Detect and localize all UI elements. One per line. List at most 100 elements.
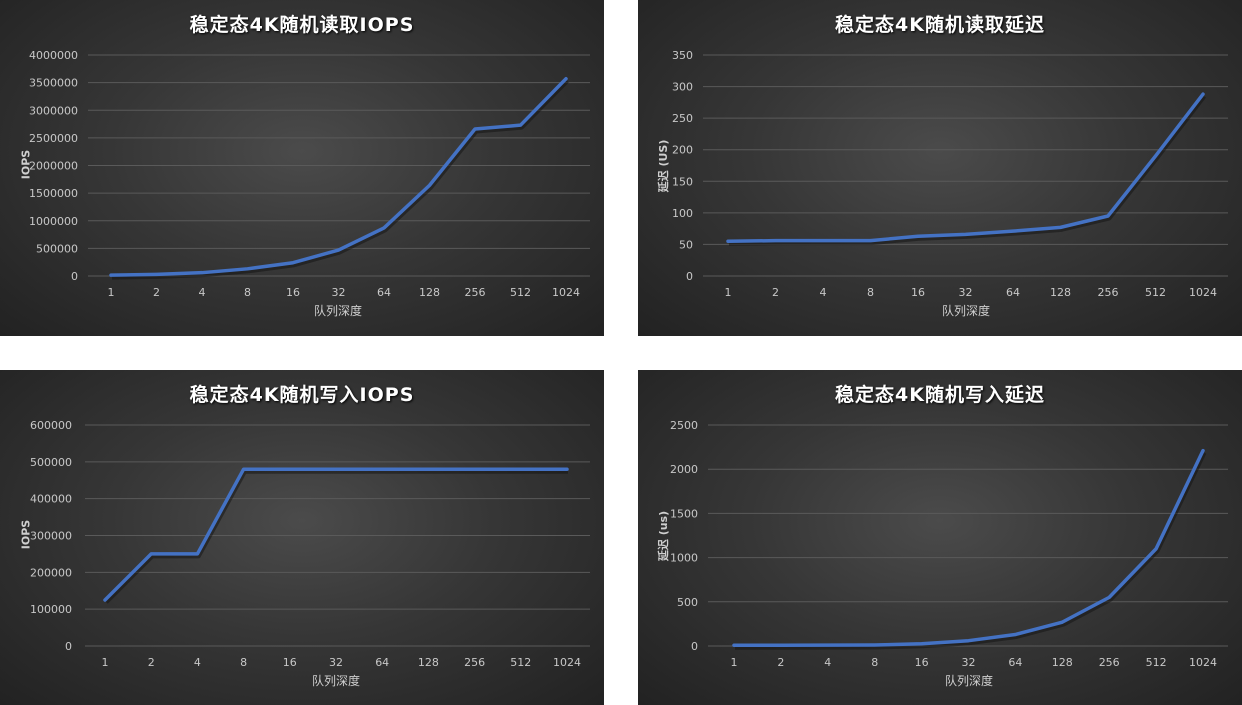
y-tick-label: 300 <box>672 81 693 94</box>
x-tick-label: 4 <box>820 286 827 299</box>
chart-svg: 0 100000 200000 300000 400000 500000 600000 1 2 4… <box>30 419 590 669</box>
y-tick-label: 400000 <box>30 493 72 506</box>
y-tick-label: 1500 <box>670 507 698 520</box>
y-tick-label: 250 <box>672 112 693 125</box>
series-line <box>732 448 1205 648</box>
chart-read-latency: 0 50 100 150 200 250 300 350 1 2 4 8 16 32 64 128 256 512… <box>638 0 1242 336</box>
x-tick-label: 8 <box>871 656 878 669</box>
y-tick-label: 0 <box>686 270 693 283</box>
y-tick-label: 150 <box>672 175 693 188</box>
x-tick-label: 1024 <box>553 656 581 669</box>
y-tick-label: 1500000 <box>29 187 78 200</box>
x-axis-label: 队列深度 <box>313 304 362 318</box>
y-tick-label: 3000000 <box>29 104 78 117</box>
x-tick-label: 1 <box>108 286 115 299</box>
x-tick-label: 128 <box>418 656 439 669</box>
y-tick-label: 2000 <box>670 463 698 476</box>
x-tick-label: 64 <box>377 286 391 299</box>
chart-title: 稳定态4K随机读取IOPS <box>189 14 415 36</box>
x-tick-label: 1 <box>725 286 732 299</box>
x-tick-label: 1 <box>731 656 738 669</box>
y-axis-label: IOPS <box>19 149 33 180</box>
x-tick-label: 512 <box>510 656 531 669</box>
chart-title: 稳定态4K随机写入延迟 <box>835 384 1045 406</box>
x-axis-label: 队列深度 <box>311 674 360 688</box>
x-tick-label: 1024 <box>1189 656 1217 669</box>
series-line-shadow <box>111 79 569 280</box>
y-tick-label: 1000000 <box>29 215 78 228</box>
chart-svg: 0 50 100 150 200 250 300 350 1 2 4 8 16 32 64 128 256 512… <box>672 49 1228 299</box>
series-line-shadow <box>735 451 1207 650</box>
y-tick-label: 200 <box>672 144 693 157</box>
x-tick-label: 32 <box>962 656 976 669</box>
series-line-shadow <box>104 468 568 604</box>
x-tick-label: 16 <box>911 286 925 299</box>
chart-write-latency: 0 500 1000 1500 2000 2500 1 2 4 8 16 32 64 128 256 512 1… <box>638 370 1242 705</box>
chart-read-iops: 0 500000 1000000 1500000 2000000 2500000 30000… <box>0 0 604 336</box>
series-line-shadow <box>728 94 1206 246</box>
y-tick-label: 0 <box>71 270 78 283</box>
y-tick-label: 200000 <box>30 566 72 579</box>
x-tick-label: 1024 <box>552 286 580 299</box>
y-tick-label: 1000 <box>670 552 698 565</box>
x-tick-label: 16 <box>915 656 929 669</box>
chart-title: 稳定态4K随机读取延迟 <box>835 14 1045 36</box>
y-tick-label: 600000 <box>30 419 72 432</box>
y-tick-label: 4000000 <box>29 49 78 62</box>
x-tick-label: 32 <box>332 286 346 299</box>
y-tick-label: 500000 <box>30 456 72 469</box>
x-tick-label: 64 <box>1006 286 1020 299</box>
y-tick-label: 2500000 <box>29 132 78 145</box>
x-axis-label: 队列深度 <box>941 304 990 318</box>
x-tick-label: 256 <box>1099 656 1120 669</box>
y-tick-label: 2000000 <box>29 160 78 173</box>
y-tick-label: 300000 <box>30 530 72 543</box>
x-tick-label: 4 <box>824 656 831 669</box>
x-tick-label: 4 <box>199 286 206 299</box>
x-tick-label: 16 <box>286 286 300 299</box>
x-tick-label: 256 <box>1098 286 1119 299</box>
x-tick-label: 2 <box>153 286 160 299</box>
y-tick-label: 2500 <box>670 419 698 432</box>
y-tick-label: 500000 <box>36 242 78 255</box>
x-tick-label: 2 <box>772 286 779 299</box>
series-line <box>109 77 568 277</box>
x-tick-label: 32 <box>959 286 973 299</box>
x-tick-label: 128 <box>419 286 440 299</box>
y-tick-label: 0 <box>691 640 698 653</box>
y-axis-label: IOPS <box>19 519 33 550</box>
series-line <box>726 92 1205 244</box>
chart-svg: 0 500 1000 1500 2000 2500 1 2 4 8 16 32 64 128 256 512 1… <box>670 419 1228 669</box>
y-axis-label: 延迟 (us) <box>657 510 670 562</box>
x-tick-label: 1 <box>102 656 109 669</box>
x-tick-label: 8 <box>244 286 251 299</box>
x-tick-label: 256 <box>464 656 485 669</box>
x-tick-label: 512 <box>1146 656 1167 669</box>
x-tick-label: 2 <box>148 656 155 669</box>
x-tick-label: 128 <box>1050 286 1071 299</box>
x-tick-label: 16 <box>283 656 297 669</box>
y-tick-label: 350 <box>672 49 693 62</box>
y-tick-label: 100000 <box>30 603 72 616</box>
y-tick-label: 100 <box>672 207 693 220</box>
x-tick-label: 32 <box>329 656 343 669</box>
x-tick-label: 64 <box>375 656 389 669</box>
x-tick-label: 8 <box>867 286 874 299</box>
x-tick-label: 8 <box>240 656 247 669</box>
x-axis-label: 队列深度 <box>944 674 993 688</box>
y-tick-label: 500 <box>677 596 698 609</box>
y-tick-label: 50 <box>679 238 693 251</box>
x-tick-label: 64 <box>1008 656 1022 669</box>
x-tick-label: 2 <box>777 656 784 669</box>
x-tick-label: 4 <box>194 656 201 669</box>
y-tick-label: 3500000 <box>29 77 78 90</box>
chart-title: 稳定态4K随机写入IOPS <box>189 384 415 406</box>
x-tick-label: 512 <box>510 286 531 299</box>
x-tick-label: 1024 <box>1189 286 1217 299</box>
x-tick-label: 256 <box>465 286 486 299</box>
chart-svg: 0 500000 1000000 1500000 2000000 2500000 30000… <box>29 49 590 299</box>
x-tick-label: 128 <box>1052 656 1073 669</box>
x-tick-label: 512 <box>1145 286 1166 299</box>
y-axis-label: 延迟 (US) <box>657 139 670 193</box>
series-line <box>103 467 569 602</box>
